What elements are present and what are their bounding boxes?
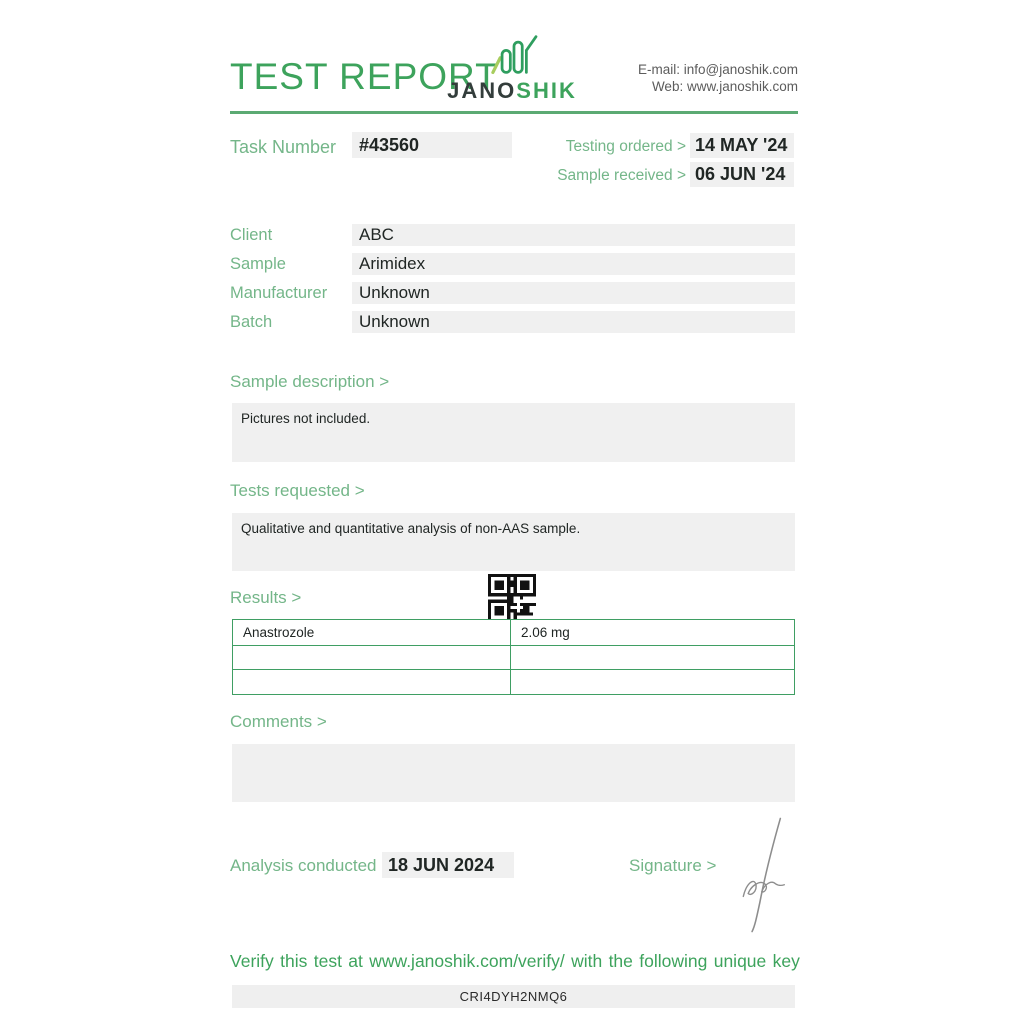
results-table: Anastrozole 2.06 mg — [232, 619, 795, 695]
sample-description-title: Sample description > — [230, 372, 390, 391]
signature-label: Signature > — [629, 856, 717, 875]
contact-web: Web: www.janoshik.com — [651, 79, 798, 94]
sample-received-value: 06 JUN '24 — [690, 162, 794, 187]
logo-wordmark: JANOSHIK — [447, 78, 577, 104]
testing-ordered-label: Testing ordered > — [565, 138, 686, 155]
sample-label: Sample — [230, 255, 286, 273]
batch-value: Unknown — [352, 311, 795, 333]
contact-email: E-mail: info@janoshik.com — [637, 62, 798, 77]
amount-cell: 2.06 mg — [521, 624, 570, 640]
verify-instruction: Verify this test at www.janoshik.com/ver… — [230, 951, 800, 971]
task-number-value: #43560 — [352, 132, 512, 158]
table-row — [233, 644, 794, 670]
header-divider — [230, 111, 798, 114]
unique-key: CRI4DYH2NMQ6 — [232, 985, 795, 1008]
table-row — [233, 669, 794, 694]
client-label: Client — [230, 226, 273, 244]
analysis-conducted-value: 18 JUN 2024 — [382, 852, 514, 878]
substance-cell: Anastrozole — [233, 620, 511, 645]
tests-requested-box: Qualitative and quantitative analysis of… — [232, 513, 795, 571]
comments-title: Comments > — [230, 712, 327, 731]
signature-scribble — [742, 817, 785, 933]
substance-cell — [233, 670, 511, 694]
manufacturer-value: Unknown — [352, 282, 795, 304]
manufacturer-label: Manufacturer — [230, 284, 328, 302]
contact-info: E-mail: info@janoshik.com Web: www.janos… — [638, 61, 798, 95]
brand-logo: JANOSHIK — [447, 33, 577, 104]
comments-box — [232, 744, 795, 802]
task-number-label: Task Number — [230, 137, 337, 157]
batch-label: Batch — [230, 313, 273, 331]
tests-requested-title: Tests requested > — [230, 481, 365, 500]
results-title: Results > — [230, 588, 302, 607]
page-title: TEST REPORT — [230, 56, 499, 97]
amount-cell — [511, 646, 794, 670]
testing-ordered-value: 14 MAY '24 — [690, 133, 794, 158]
analysis-conducted-label: Analysis conducted > — [230, 856, 392, 875]
client-value: ABC — [352, 224, 795, 246]
logo-word-dark: JANO — [447, 78, 517, 103]
sample-description-box: Pictures not included. — [232, 403, 795, 462]
qr-code — [488, 574, 536, 622]
sample-value: Arimidex — [352, 253, 795, 275]
bar-chart-icon — [491, 35, 538, 75]
substance-cell — [233, 645, 511, 670]
amount-cell — [511, 670, 794, 694]
logo-word-green: SHIK — [516, 78, 577, 103]
sample-received-label: Sample received > — [557, 167, 686, 184]
table-row: Anastrozole 2.06 mg — [233, 620, 794, 645]
